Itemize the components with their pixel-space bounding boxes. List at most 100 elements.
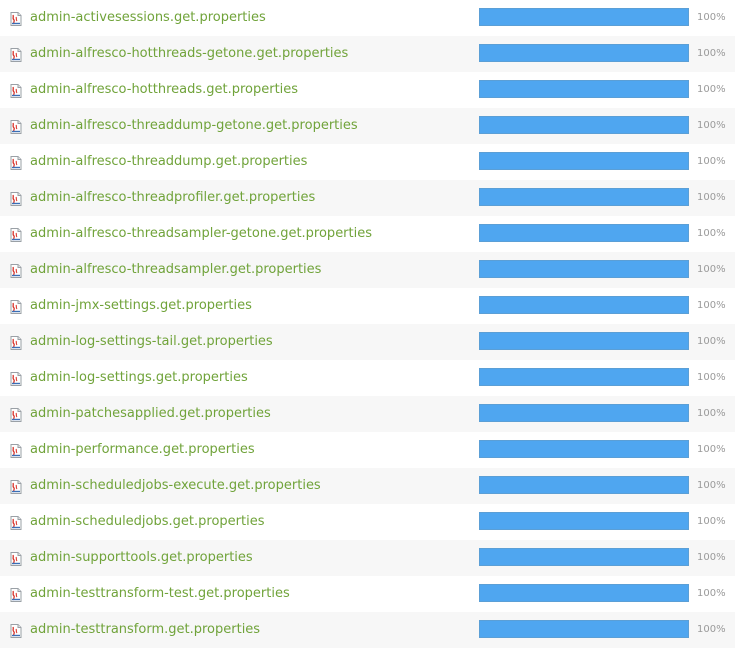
java-properties-file-icon: [9, 263, 23, 278]
coverage-bar: [479, 44, 689, 62]
java-properties-file-icon: [9, 119, 23, 134]
java-properties-file-icon: [9, 335, 23, 350]
file-link[interactable]: admin-testtransform.get.properties: [30, 622, 261, 637]
file-row: admin-alfresco-threadsampler-getone.get.…: [0, 216, 735, 252]
file-row: admin-log-settings.get.properties 100%: [0, 360, 735, 396]
java-properties-file-icon: [9, 515, 23, 530]
file-link[interactable]: admin-patchesapplied.get.properties: [30, 406, 271, 421]
coverage-bar-fill: [480, 549, 688, 565]
file-row: admin-scheduledjobs.get.properties 100%: [0, 504, 735, 540]
coverage-bar-fill: [480, 81, 688, 97]
coverage-percent: 100%: [697, 516, 726, 527]
java-properties-file-icon: [9, 407, 23, 422]
file-row: admin-patchesapplied.get.properties 100%: [0, 396, 735, 432]
file-link[interactable]: admin-jmx-settings.get.properties: [30, 298, 252, 313]
file-link[interactable]: admin-alfresco-threadsampler-getone.get.…: [30, 226, 373, 241]
coverage-bar-fill: [480, 297, 688, 313]
coverage-bar: [479, 116, 689, 134]
coverage-percent: 100%: [697, 156, 726, 167]
coverage-bar: [479, 548, 689, 566]
file-link[interactable]: admin-alfresco-threaddump-getone.get.pro…: [30, 118, 358, 133]
java-properties-file-icon: [9, 47, 23, 62]
file-link[interactable]: admin-alfresco-hotthreads.get.properties: [30, 82, 299, 97]
coverage-bar: [479, 404, 689, 422]
java-properties-file-icon: [9, 587, 23, 602]
coverage-bar: [479, 80, 689, 98]
coverage-percent: 100%: [697, 228, 726, 239]
coverage-bar: [479, 620, 689, 638]
file-row: admin-alfresco-threaddump.get.properties…: [0, 144, 735, 180]
file-row: admin-testtransform-test.get.properties …: [0, 576, 735, 612]
file-row: admin-alfresco-threadsampler.get.propert…: [0, 252, 735, 288]
java-properties-file-icon: [9, 83, 23, 98]
coverage-bar: [479, 188, 689, 206]
file-row: admin-supporttools.get.properties 100%: [0, 540, 735, 576]
coverage-percent: 100%: [697, 444, 726, 455]
coverage-bar: [479, 512, 689, 530]
file-link[interactable]: admin-alfresco-threadsampler.get.propert…: [30, 262, 322, 277]
file-row: admin-jmx-settings.get.properties 100%: [0, 288, 735, 324]
java-properties-file-icon: [9, 155, 23, 170]
file-link[interactable]: admin-performance.get.properties: [30, 442, 255, 457]
coverage-bar: [479, 152, 689, 170]
coverage-bar-fill: [480, 9, 688, 25]
coverage-percent: 100%: [697, 624, 726, 635]
coverage-percent: 100%: [697, 12, 726, 23]
file-row: admin-alfresco-threadprofiler.get.proper…: [0, 180, 735, 216]
file-link[interactable]: admin-testtransform-test.get.properties: [30, 586, 290, 601]
java-properties-file-icon: [9, 11, 23, 26]
coverage-percent: 100%: [697, 372, 726, 383]
coverage-bar-fill: [480, 477, 688, 493]
file-link[interactable]: admin-scheduledjobs.get.properties: [30, 514, 265, 529]
coverage-bar: [479, 368, 689, 386]
coverage-bar: [479, 476, 689, 494]
coverage-bar-fill: [480, 333, 688, 349]
file-link[interactable]: admin-scheduledjobs-execute.get.properti…: [30, 478, 321, 493]
file-row: admin-activesessions.get.properties 100%: [0, 0, 735, 36]
coverage-percent: 100%: [697, 264, 726, 275]
coverage-percent: 100%: [697, 48, 726, 59]
coverage-bar-fill: [480, 513, 688, 529]
java-properties-file-icon: [9, 227, 23, 242]
java-properties-file-icon: [9, 479, 23, 494]
file-link[interactable]: admin-alfresco-hotthreads-getone.get.pro…: [30, 46, 349, 61]
file-link[interactable]: admin-activesessions.get.properties: [30, 10, 266, 25]
coverage-percent: 100%: [697, 300, 726, 311]
coverage-percent: 100%: [697, 336, 726, 347]
coverage-bar-fill: [480, 117, 688, 133]
java-properties-file-icon: [9, 299, 23, 314]
coverage-bar: [479, 260, 689, 278]
coverage-bar-fill: [480, 153, 688, 169]
java-properties-file-icon: [9, 551, 23, 566]
java-properties-file-icon: [9, 191, 23, 206]
coverage-percent: 100%: [697, 192, 726, 203]
file-row: admin-alfresco-hotthreads-getone.get.pro…: [0, 36, 735, 72]
file-link[interactable]: admin-log-settings-tail.get.properties: [30, 334, 273, 349]
file-link[interactable]: admin-alfresco-threadprofiler.get.proper…: [30, 190, 316, 205]
coverage-bar-fill: [480, 405, 688, 421]
coverage-percent: 100%: [697, 552, 726, 563]
file-link[interactable]: admin-log-settings.get.properties: [30, 370, 248, 385]
file-row: admin-performance.get.properties 100%: [0, 432, 735, 468]
file-link[interactable]: admin-alfresco-threaddump.get.properties: [30, 154, 308, 169]
coverage-bar: [479, 296, 689, 314]
java-properties-file-icon: [9, 371, 23, 386]
file-row: admin-alfresco-hotthreads.get.properties…: [0, 72, 735, 108]
java-properties-file-icon: [9, 623, 23, 638]
coverage-bar: [479, 584, 689, 602]
coverage-percent: 100%: [697, 480, 726, 491]
coverage-bar: [479, 224, 689, 242]
coverage-bar: [479, 332, 689, 350]
java-properties-file-icon: [9, 443, 23, 458]
coverage-bar-fill: [480, 585, 688, 601]
file-row: admin-scheduledjobs-execute.get.properti…: [0, 468, 735, 504]
file-row: admin-log-settings-tail.get.properties 1…: [0, 324, 735, 360]
coverage-bar: [479, 440, 689, 458]
coverage-percent: 100%: [697, 588, 726, 599]
coverage-percent: 100%: [697, 84, 726, 95]
coverage-bar-fill: [480, 369, 688, 385]
coverage-bar-fill: [480, 45, 688, 61]
file-link[interactable]: admin-supporttools.get.properties: [30, 550, 253, 565]
coverage-bar-fill: [480, 225, 688, 241]
